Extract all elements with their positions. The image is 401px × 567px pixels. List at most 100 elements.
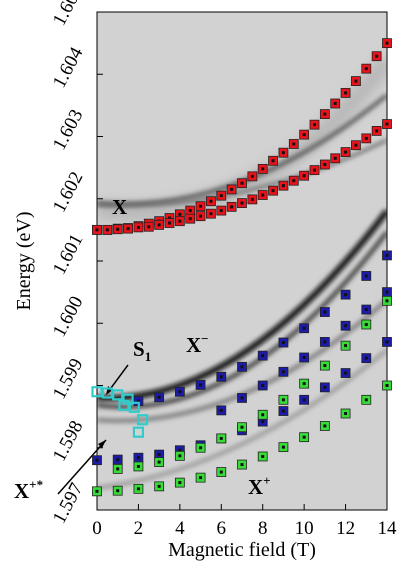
data-point bbox=[278, 147, 289, 158]
marker-center bbox=[188, 209, 192, 213]
marker-center bbox=[147, 225, 151, 229]
marker-center bbox=[375, 129, 379, 133]
marker-center bbox=[240, 365, 244, 369]
y-tick-label: 1.600 bbox=[49, 293, 88, 341]
marker-center bbox=[344, 293, 348, 297]
data-point bbox=[382, 119, 392, 129]
data-point bbox=[382, 287, 392, 298]
marker-center bbox=[281, 151, 285, 155]
data-point bbox=[361, 271, 372, 281]
data-point bbox=[340, 320, 351, 331]
data-point bbox=[174, 477, 185, 488]
marker-center bbox=[271, 189, 275, 193]
annotation: X bbox=[112, 195, 127, 219]
data-point bbox=[154, 457, 165, 467]
marker-center bbox=[364, 136, 368, 140]
x-tick-label: 10 bbox=[295, 518, 314, 539]
marker bbox=[136, 414, 149, 426]
y-tick-label: 1.601 bbox=[49, 231, 88, 279]
data-point bbox=[299, 170, 310, 181]
marker-center bbox=[199, 476, 203, 480]
marker-center bbox=[230, 187, 234, 191]
annotation: X− bbox=[186, 331, 209, 357]
annotation: X+ bbox=[248, 473, 271, 499]
marker-center bbox=[281, 341, 285, 345]
annotation-text: X bbox=[186, 333, 201, 357]
marker-center bbox=[344, 344, 348, 348]
data-point bbox=[278, 394, 289, 405]
marker-center bbox=[261, 384, 265, 387]
data-point bbox=[102, 224, 113, 235]
data-point bbox=[299, 394, 310, 405]
annotation: X+* bbox=[14, 477, 43, 503]
data-point bbox=[101, 387, 113, 399]
marker-center bbox=[292, 179, 296, 183]
data-point bbox=[136, 414, 149, 426]
x-tick-label: 4 bbox=[175, 518, 185, 539]
marker-center bbox=[323, 364, 327, 368]
marker-center bbox=[364, 398, 368, 402]
data-point bbox=[319, 337, 330, 347]
data-point bbox=[299, 323, 310, 334]
x-tick-label: 6 bbox=[217, 518, 227, 539]
data-point bbox=[112, 389, 124, 401]
marker-center bbox=[302, 398, 306, 402]
data-point bbox=[206, 208, 216, 219]
data-point bbox=[133, 452, 144, 463]
data-point bbox=[92, 224, 102, 235]
marker-center bbox=[302, 355, 306, 359]
x-tick-label: 0 bbox=[92, 518, 102, 539]
data-point bbox=[92, 486, 102, 497]
marker-center bbox=[344, 324, 348, 328]
marker-center bbox=[281, 445, 285, 449]
data-point bbox=[226, 184, 237, 195]
marker bbox=[112, 389, 124, 401]
marker-center bbox=[219, 408, 223, 412]
data-point bbox=[309, 119, 320, 130]
annotation-text: X bbox=[112, 195, 127, 219]
data-point bbox=[237, 198, 247, 209]
marker-center bbox=[302, 326, 306, 330]
marker-center bbox=[344, 412, 348, 416]
marker-center bbox=[333, 156, 337, 160]
annotation: S1 bbox=[133, 337, 151, 364]
marker-center bbox=[219, 209, 223, 213]
marker-center bbox=[281, 370, 285, 374]
marker-center bbox=[385, 340, 389, 344]
data-point bbox=[361, 133, 372, 144]
data-point bbox=[340, 340, 351, 351]
arrowhead bbox=[98, 440, 106, 448]
data-point bbox=[216, 467, 227, 477]
marker-center bbox=[178, 454, 182, 458]
data-point bbox=[288, 175, 299, 186]
marker-center bbox=[240, 181, 244, 185]
data-point bbox=[361, 63, 372, 74]
marker-center bbox=[302, 382, 306, 386]
marker-center bbox=[302, 435, 306, 439]
data-point bbox=[154, 392, 165, 403]
data-point bbox=[195, 201, 206, 212]
arrow bbox=[57, 439, 107, 495]
marker-center bbox=[271, 159, 275, 163]
marker-center bbox=[364, 67, 368, 71]
y-tick-label: 1.599 bbox=[49, 355, 88, 403]
marker-center bbox=[157, 460, 161, 464]
x-tick-label: 2 bbox=[134, 518, 144, 539]
annotation-sup: − bbox=[201, 331, 208, 346]
data-point bbox=[330, 98, 341, 109]
data-point bbox=[278, 406, 289, 416]
marker-center bbox=[375, 54, 379, 58]
marker-center bbox=[116, 227, 120, 231]
marker-center bbox=[219, 194, 223, 198]
data-point bbox=[128, 401, 140, 413]
data-point bbox=[112, 464, 123, 474]
marker-center bbox=[385, 290, 389, 294]
marker-center bbox=[199, 383, 203, 387]
data-point bbox=[319, 421, 330, 431]
data-point bbox=[340, 88, 351, 98]
annotation-text: X bbox=[248, 475, 263, 499]
data-point bbox=[112, 485, 123, 496]
data-point bbox=[371, 125, 382, 136]
data-point bbox=[216, 190, 227, 201]
data-point bbox=[133, 222, 144, 233]
